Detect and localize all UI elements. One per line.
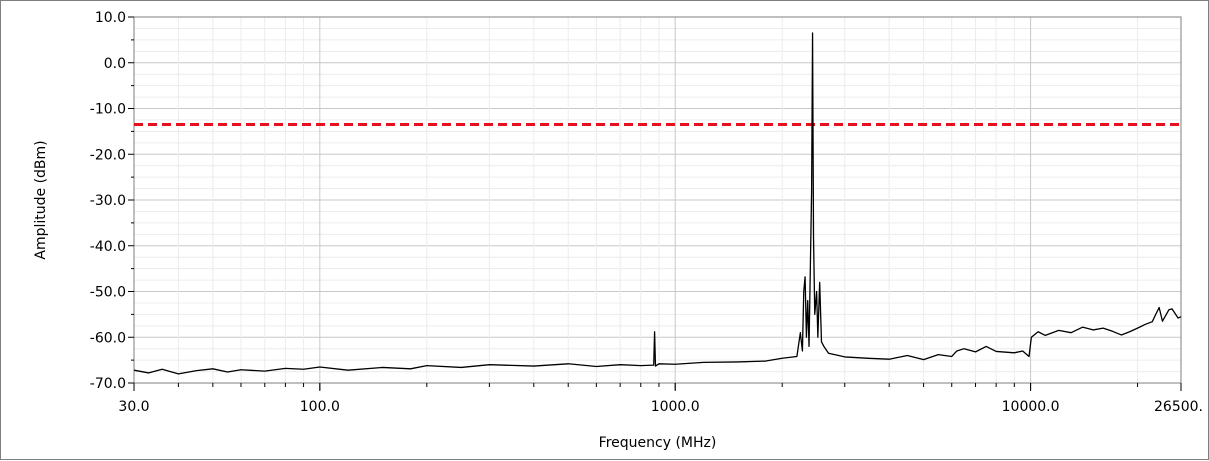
- y-axis-label: Amplitude (dBm): [33, 140, 49, 259]
- x-tick-label: 26500.: [1154, 399, 1203, 415]
- y-tick-label: -20.0: [90, 147, 126, 163]
- y-tick-label: -40.0: [90, 239, 126, 255]
- axes-group: 10.0 0.0 -10.0 -20.0 -30.0 -40.0 -50.0 -60.0 -70…: [90, 10, 1203, 415]
- y-tick-label: -10.0: [90, 102, 126, 118]
- series-group: [133, 32, 1182, 375]
- y-tick-label: 0.0: [104, 56, 126, 72]
- y-tick-label: -70.0: [90, 376, 126, 392]
- x-axis-label: Frequency (MHz): [599, 435, 717, 451]
- grid-lines: [133, 16, 1181, 384]
- x-tick-label: 100.0: [300, 399, 340, 415]
- x-tick-label: 1000.0: [651, 399, 700, 415]
- series-line-0: [133, 32, 1182, 375]
- x-tick-label: 30.0: [118, 399, 149, 415]
- y-tick-label: -30.0: [90, 193, 126, 209]
- y-tick-label: -50.0: [90, 285, 126, 301]
- x-tick-label: 10000.0: [1002, 399, 1060, 415]
- y-tick-label: 10.0: [95, 10, 126, 26]
- y-tick-label: -60.0: [90, 330, 126, 346]
